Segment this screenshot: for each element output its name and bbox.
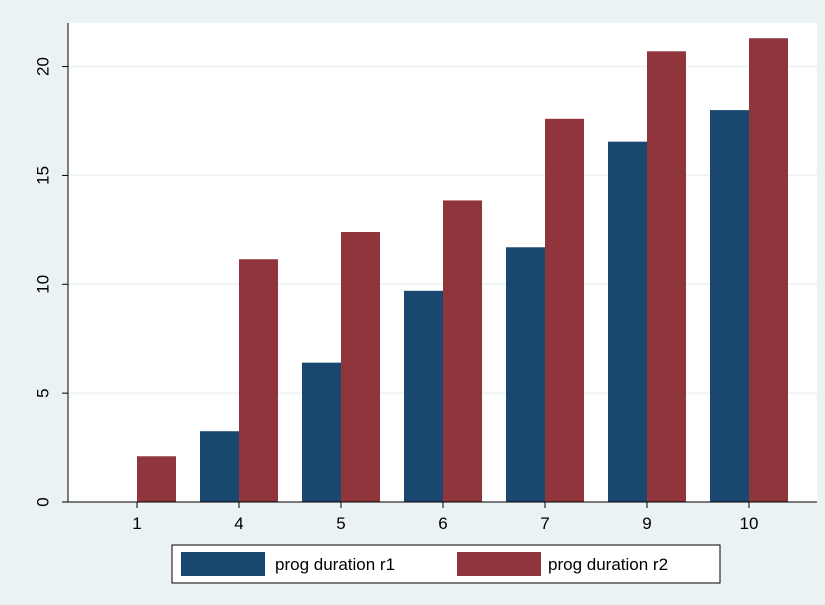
x-tick-label-10: 10 <box>740 514 759 533</box>
bar-2-4 <box>239 259 278 502</box>
bar-1-6 <box>404 290 443 502</box>
x-tick-label-7: 7 <box>540 514 549 533</box>
legend-label-2: prog duration r2 <box>548 555 668 574</box>
legend-swatch-1 <box>181 552 265 576</box>
gridlines <box>68 65 817 394</box>
bar-2-9 <box>647 51 686 503</box>
y-tick-label-20: 20 <box>33 57 52 76</box>
x-tick-label-9: 9 <box>642 514 651 533</box>
axes: 0 5 10 15 20 1 4 5 6 7 9 10 <box>33 23 817 533</box>
bar-1-4 <box>200 431 239 502</box>
y-tick-label-10: 10 <box>33 275 52 294</box>
legend-swatch-2 <box>457 552 541 576</box>
y-tick-label-5: 5 <box>33 388 52 397</box>
bar-1-9 <box>608 141 647 502</box>
y-tick-label-0: 0 <box>33 497 52 506</box>
bar-2-7 <box>545 118 584 503</box>
x-tick-label-4: 4 <box>234 514 243 533</box>
bar-2-5 <box>341 232 380 502</box>
legend: prog duration r1 prog duration r2 <box>171 544 721 584</box>
bar-2-6 <box>443 200 482 502</box>
x-tick-label-5: 5 <box>336 514 345 533</box>
legend-label-1: prog duration r1 <box>275 555 395 574</box>
bar-1-7 <box>506 247 545 502</box>
x-tick-label-6: 6 <box>438 514 447 533</box>
bar-2-1 <box>137 456 176 502</box>
bar-2-10 <box>749 38 788 503</box>
x-tick-label-1: 1 <box>132 514 141 533</box>
bar-1-5 <box>302 362 341 502</box>
bar-1-10 <box>710 110 749 502</box>
y-tick-label-15: 15 <box>33 166 52 185</box>
bars <box>137 38 788 503</box>
